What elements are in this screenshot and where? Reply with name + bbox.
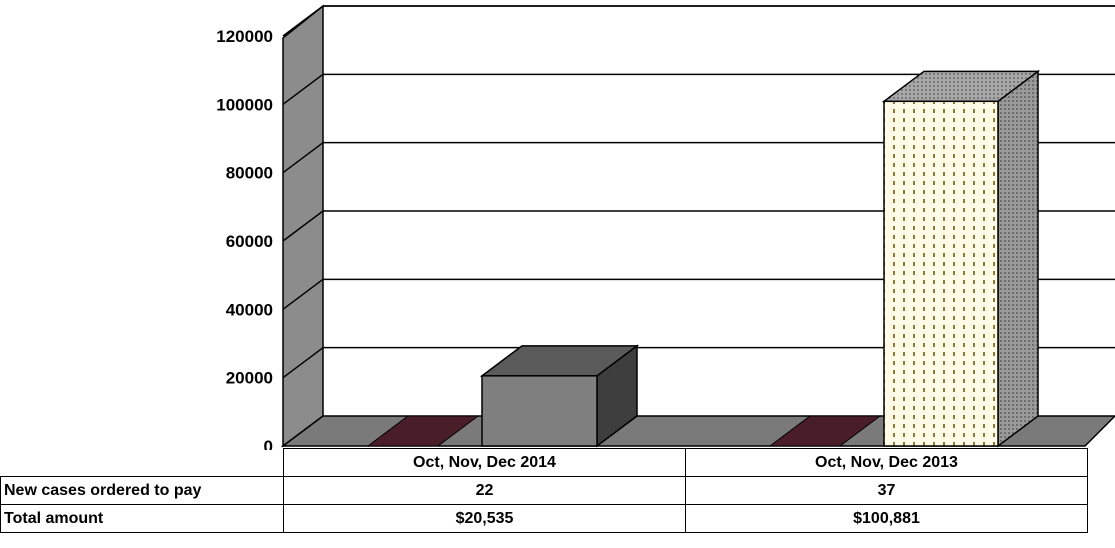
gridline-side bbox=[282, 5, 324, 37]
y-tick-label: 40000 bbox=[226, 300, 273, 319]
y-tick-label: 100000 bbox=[216, 95, 273, 114]
bar-2013 bbox=[881, 69, 1041, 448]
y-tick-label: 80000 bbox=[226, 164, 273, 183]
data-table-row: New cases ordered to pay 22 37 bbox=[0, 476, 1088, 505]
data-table: Oct, Nov, Dec 2014 Oct, Nov, Dec 2013 Ne… bbox=[0, 448, 1088, 533]
y-tick-label: 0 bbox=[264, 437, 273, 450]
gridline-side bbox=[282, 210, 324, 242]
bar-face bbox=[481, 375, 598, 447]
data-table-cell: $100,881 bbox=[685, 504, 1088, 533]
bar-side bbox=[997, 69, 1039, 448]
data-table-row-label: Total amount bbox=[0, 504, 284, 533]
y-tick-label: 20000 bbox=[226, 369, 273, 388]
data-table-header-row: Oct, Nov, Dec 2014 Oct, Nov, Dec 2013 bbox=[0, 448, 1088, 477]
data-table-col-header: Oct, Nov, Dec 2013 bbox=[685, 448, 1088, 477]
bar-chart-3d: 0 20000 40000 60000 80000 100000 120000 bbox=[216, 4, 1115, 450]
data-table-row-label: New cases ordered to pay bbox=[0, 476, 284, 505]
gridline-side bbox=[282, 347, 324, 379]
data-table-row: Total amount $20,535 $100,881 bbox=[0, 504, 1088, 533]
bar-2014 bbox=[479, 344, 640, 448]
gridline-side bbox=[282, 278, 324, 310]
gridline-side bbox=[282, 73, 324, 105]
data-table-cell: 22 bbox=[283, 476, 686, 505]
data-table-cell: $20,535 bbox=[283, 504, 686, 533]
data-table-col-header: Oct, Nov, Dec 2014 bbox=[283, 448, 686, 477]
floor-strip bbox=[768, 415, 882, 447]
floor-strip bbox=[366, 415, 480, 447]
bar-face bbox=[883, 100, 999, 447]
gridline-side bbox=[282, 142, 324, 174]
y-tick-label: 60000 bbox=[226, 232, 273, 251]
data-table-corner bbox=[0, 448, 284, 477]
y-tick-label: 120000 bbox=[216, 27, 273, 46]
data-table-cell: 37 bbox=[685, 476, 1088, 505]
